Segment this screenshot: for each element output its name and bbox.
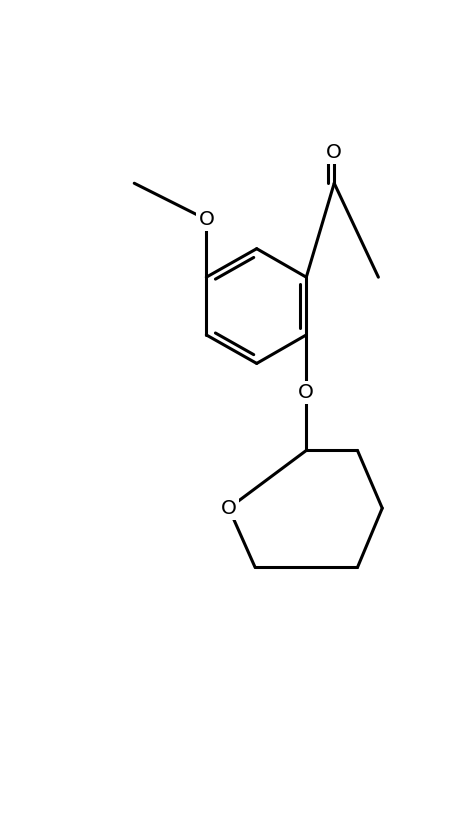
Text: O: O	[298, 383, 314, 402]
Text: O: O	[326, 143, 342, 162]
Text: O: O	[221, 499, 237, 518]
Text: O: O	[198, 210, 214, 229]
